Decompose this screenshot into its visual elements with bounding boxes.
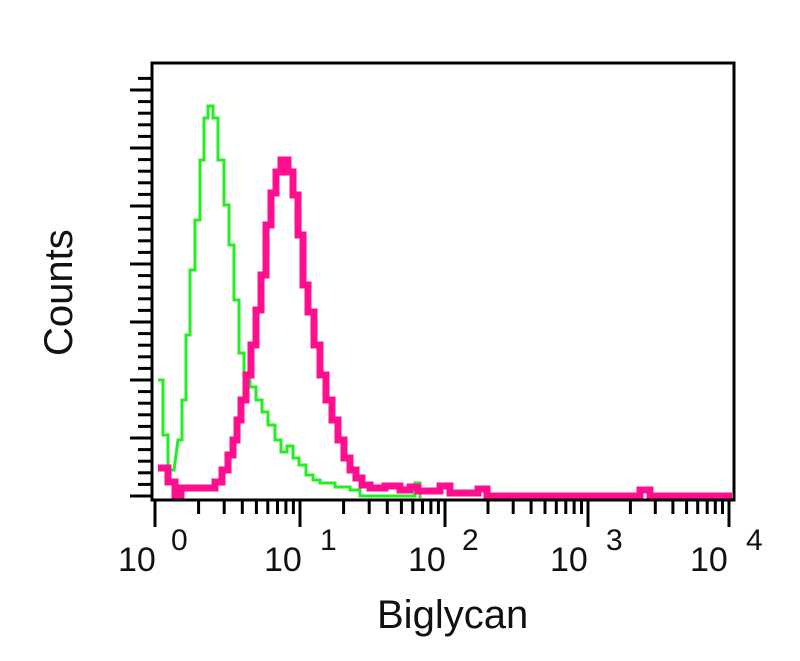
x-axis-title: Biglycan <box>377 593 528 637</box>
plot-frame <box>150 61 736 502</box>
x-tick-label-4-exp: 4 <box>746 524 763 557</box>
x-tick-label-1-exp: 1 <box>320 524 337 557</box>
x-tick-label-4-base: 10 <box>690 541 728 579</box>
histogram-series <box>158 104 732 500</box>
x-tick-label-0-exp: 0 <box>171 524 188 557</box>
biglycan-histogram <box>158 156 732 500</box>
x-tick-label-0-base: 10 <box>118 541 156 579</box>
x-axis-ticks <box>153 500 731 527</box>
x-tick-label-2-exp: 2 <box>462 524 479 557</box>
y-axis-ticks <box>130 76 152 498</box>
x-tick-label-2-base: 10 <box>408 541 446 579</box>
x-tick-label-3-base: 10 <box>550 541 588 579</box>
y-axis-title: Counts <box>37 229 81 356</box>
x-tick-label-3-exp: 3 <box>606 524 623 557</box>
x-tick-label-1-base: 10 <box>264 541 302 579</box>
x-axis-tick-labels: 10 0 10 1 10 2 10 3 10 4 <box>118 524 763 579</box>
